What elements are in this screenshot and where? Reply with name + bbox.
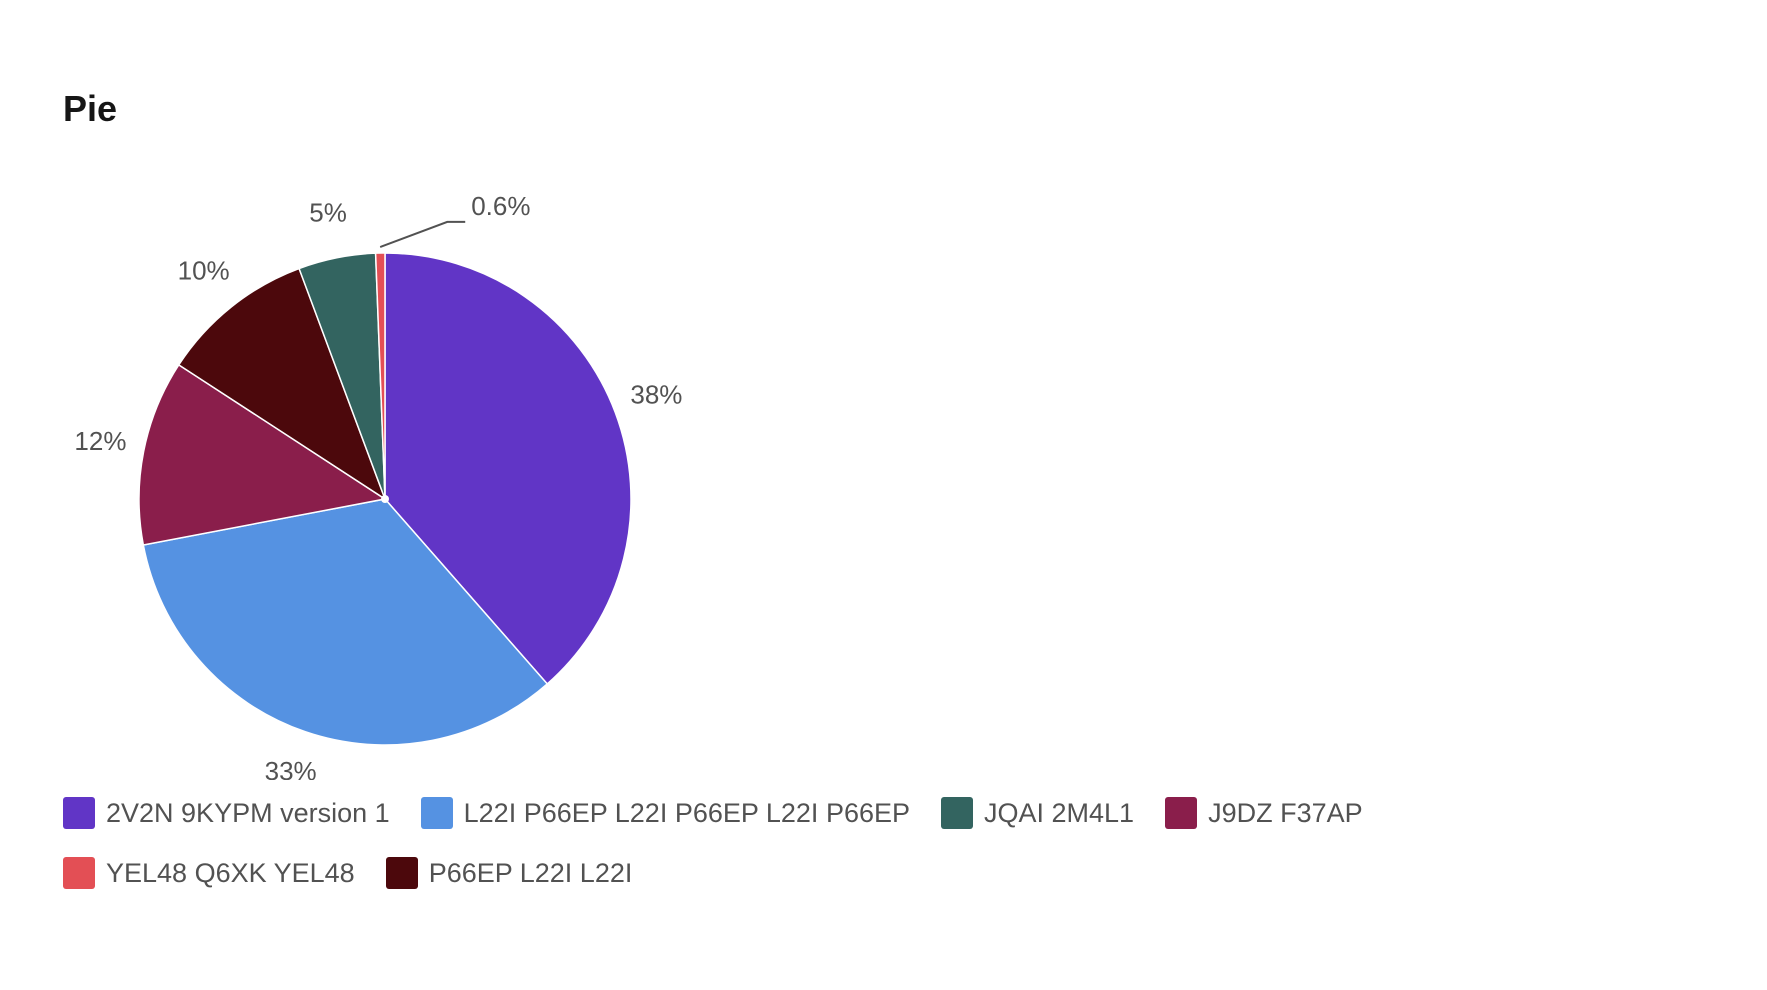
- legend-swatch: [63, 857, 95, 889]
- legend-label: L22I P66EP L22I P66EP L22I P66EP: [463, 797, 910, 828]
- pie-label-yel48-q6xk-yel48: 0.6%: [471, 191, 530, 221]
- legend-item-jqai-2m4l1[interactable]: JQAI 2M4L1: [941, 796, 1134, 830]
- pie-chart: 38% 33% 12% 10% 5% 0.6%: [74, 191, 682, 780]
- legend-label: JQAI 2M4L1: [984, 797, 1135, 828]
- pie-center-dot: [381, 495, 389, 503]
- pie-slice-l22i-p66ep-l22i-p66ep-l22i-p66ep[interactable]: [142, 498, 549, 746]
- legend-swatch: [1165, 797, 1198, 829]
- legend-item-p66ep-l22i-l22i[interactable]: P66EP L22I L22I: [385, 856, 633, 890]
- legend-item-l22i-p66ep-l22i-p66ep-l22i-p66ep[interactable]: L22I P66EP L22I P66EP L22I P66EP: [420, 796, 910, 830]
- legend-item-2v2n-9kypm-version-1[interactable]: 2V2N 9KYPM version 1: [63, 796, 390, 830]
- legend-label: 2V2N 9KYPM version 1: [106, 797, 390, 828]
- pie-label-jqai-2m4l1: 5%: [309, 198, 347, 228]
- pie-label-p66ep-l22i-l22i: 10%: [178, 256, 230, 286]
- pie-slice-p66ep-l22i-l22i[interactable]: [177, 267, 387, 501]
- pie-labels: 38% 33% 12% 10% 5% 0.6%: [74, 191, 682, 780]
- pie-slices: [138, 252, 632, 746]
- label-leader-line: [379, 220, 466, 248]
- pie-slice-yel48-q6xk-yel48[interactable]: [374, 252, 386, 500]
- legend-label: J9DZ F37AP: [1208, 797, 1363, 828]
- pie-label-j9dz-f37ap: 12%: [74, 426, 126, 456]
- legend-swatch: [385, 857, 418, 889]
- chart-title: Pie: [63, 88, 118, 129]
- legend-swatch: [63, 797, 95, 829]
- legend-label: YEL48 Q6XK YEL48: [106, 857, 355, 888]
- legend-swatch: [941, 797, 973, 829]
- legend-item-yel48-q6xk-yel48[interactable]: YEL48 Q6XK YEL48: [63, 856, 355, 890]
- pie-label-2v2n-9kypm-version-1: 38%: [630, 380, 682, 410]
- pie-slice-2v2n-9kypm-version-1[interactable]: [384, 252, 632, 685]
- legend-label: P66EP L22I L22I: [428, 857, 633, 888]
- pie-slice-j9dz-f37ap[interactable]: [138, 363, 387, 546]
- chart-legend: 2V2N 9KYPM version 1 L22I P66EP L22I P66E…: [63, 796, 1703, 890]
- pie-label-l22i-p66ep-l22i-p66ep-l22i-p66ep: 33%: [265, 756, 317, 780]
- legend-swatch: [420, 797, 453, 829]
- legend-item-j9dz-f37ap[interactable]: J9DZ F37AP: [1165, 796, 1363, 830]
